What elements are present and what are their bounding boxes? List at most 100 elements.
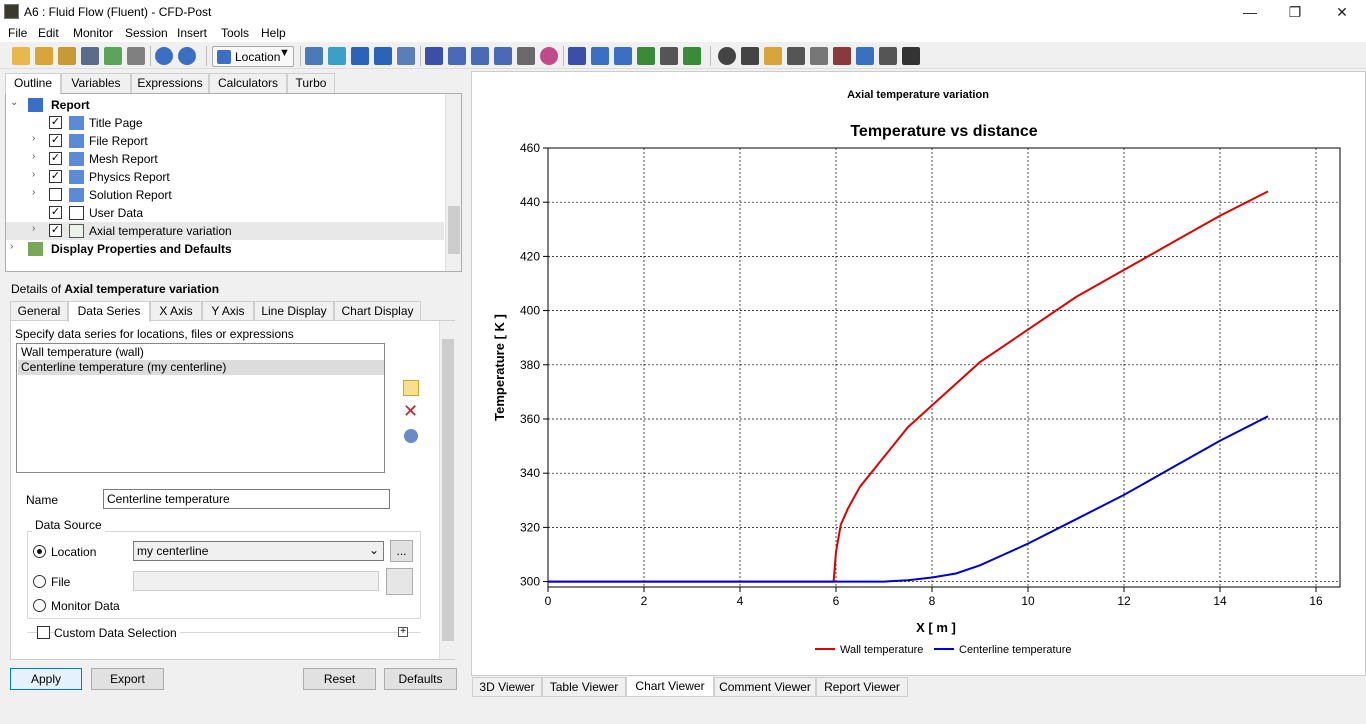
tree-row-user-data[interactable]: ✓ User Data <box>6 204 444 222</box>
tab-x-axis[interactable]: X Axis <box>150 301 202 321</box>
coordinate-frame-icon[interactable] <box>448 47 466 65</box>
mesh-calculator-icon[interactable] <box>856 47 874 65</box>
checkbox[interactable]: ✓ <box>49 206 62 219</box>
text-icon[interactable] <box>425 47 443 65</box>
location-browse-button[interactable]: ... <box>390 540 413 562</box>
delete-series-icon[interactable]: ✕ <box>403 401 419 421</box>
tree-row-mesh-report[interactable]: › ✓ Mesh Report <box>6 150 444 168</box>
tab-turbo[interactable]: Turbo <box>287 73 335 93</box>
macro-calculator-icon[interactable] <box>833 47 851 65</box>
tree-row-display-properties[interactable]: › Display Properties and Defaults <box>6 240 444 258</box>
tab-general[interactable]: General <box>10 301 68 321</box>
tab-3d-viewer[interactable]: 3D Viewer <box>472 677 542 697</box>
name-input[interactable]: Centerline temperature <box>103 489 390 509</box>
checkbox[interactable]: ✓ <box>49 224 62 237</box>
tree-row-title-page[interactable]: ✓ Title Page <box>6 114 444 132</box>
color-map-icon[interactable] <box>540 47 558 65</box>
undo-icon[interactable] <box>155 47 173 65</box>
outline-scrollbar[interactable] <box>445 94 461 271</box>
save-picture-icon[interactable] <box>81 47 99 65</box>
chevron-down-icon[interactable]: ⌄ <box>10 97 19 108</box>
vector-icon[interactable] <box>305 47 323 65</box>
checkbox[interactable]: ✓ <box>49 170 62 183</box>
details-scrollbar[interactable] <box>439 321 455 659</box>
camera-icon[interactable] <box>127 47 145 65</box>
maximize-button[interactable]: ❐ <box>1288 4 1302 20</box>
redo-icon[interactable] <box>178 47 196 65</box>
variable-icon[interactable] <box>568 47 586 65</box>
location-dropdown[interactable]: Location ▼ <box>212 46 294 67</box>
reset-button[interactable]: Reset <box>303 668 376 690</box>
particle-track-icon[interactable] <box>374 47 392 65</box>
chevron-right-icon[interactable]: › <box>10 241 14 252</box>
tab-expressions[interactable]: Expressions <box>131 73 209 93</box>
tab-variables[interactable]: Variables <box>61 73 131 93</box>
animation-icon[interactable] <box>741 47 759 65</box>
open-icon[interactable] <box>12 47 30 65</box>
checkbox[interactable]: ✓ <box>49 152 62 165</box>
move-series-icon[interactable] <box>404 429 418 443</box>
menu-monitor[interactable]: Monitor <box>73 26 114 40</box>
menu-help[interactable]: Help <box>261 26 286 40</box>
probe-icon[interactable] <box>787 47 805 65</box>
file-radio[interactable] <box>33 575 46 588</box>
file-input[interactable] <box>133 571 379 591</box>
timestep-icon[interactable] <box>718 47 736 65</box>
menu-edit[interactable]: Edit <box>38 26 59 40</box>
open-folder-icon[interactable] <box>386 568 413 595</box>
list-item[interactable]: Wall temperature (wall) <box>21 345 144 359</box>
tree-row-solution-report[interactable]: › Solution Report <box>6 186 444 204</box>
tab-chart-display[interactable]: Chart Display <box>334 301 421 321</box>
tab-table-viewer[interactable]: Table Viewer <box>542 677 626 697</box>
checkbox[interactable] <box>49 188 62 201</box>
tab-report-viewer[interactable]: Report Viewer <box>816 677 908 697</box>
case-comparison-icon[interactable] <box>879 47 897 65</box>
instance-transform-icon[interactable] <box>494 47 512 65</box>
chart-icon[interactable] <box>637 47 655 65</box>
tab-calculators[interactable]: Calculators <box>209 73 287 93</box>
refresh-icon[interactable] <box>104 47 122 65</box>
tab-comment-viewer[interactable]: Comment Viewer <box>714 677 816 697</box>
tab-line-display[interactable]: Line Display <box>254 301 334 321</box>
clip-plane-icon[interactable] <box>517 47 535 65</box>
streamline-icon[interactable] <box>351 47 369 65</box>
list-item[interactable]: Centerline temperature (my centerline) <box>18 360 384 375</box>
tab-data-series[interactable]: Data Series <box>68 301 150 322</box>
tree-row-report[interactable]: ⌄ Report <box>6 96 444 114</box>
tree-row-file-report[interactable]: › ✓ File Report <box>6 132 444 150</box>
tree-row-axial-temperature[interactable]: › ✓ Axial temperature variation <box>6 222 444 240</box>
figure-icon[interactable] <box>683 47 701 65</box>
comment-icon[interactable] <box>660 47 678 65</box>
tab-outline[interactable]: Outline <box>5 73 61 94</box>
expand-icon[interactable]: + <box>398 627 408 637</box>
expression-icon[interactable] <box>591 47 609 65</box>
new-series-icon[interactable] <box>403 380 419 396</box>
command-editor-icon[interactable] <box>902 47 920 65</box>
load-state-icon[interactable] <box>35 47 53 65</box>
legend-icon[interactable] <box>471 47 489 65</box>
monitor-data-radio[interactable] <box>33 599 46 612</box>
tree-row-physics-report[interactable]: › ✓ Physics Report <box>6 168 444 186</box>
menu-insert[interactable]: Insert <box>177 26 208 40</box>
tab-chart-viewer[interactable]: Chart Viewer <box>626 677 714 697</box>
apply-button[interactable]: Apply <box>10 668 82 690</box>
custom-data-checkbox[interactable] <box>37 626 50 639</box>
defaults-button[interactable]: Defaults <box>384 668 457 690</box>
chevron-right-icon[interactable]: › <box>32 223 36 234</box>
menu-session[interactable]: Session <box>125 26 168 40</box>
quick-editor-icon[interactable] <box>764 47 782 65</box>
export-button[interactable]: Export <box>91 668 164 690</box>
close-button[interactable]: ✕ <box>1336 4 1348 20</box>
tab-y-axis[interactable]: Y Axis <box>202 301 254 321</box>
checkbox[interactable]: ✓ <box>49 134 62 147</box>
table-icon[interactable] <box>614 47 632 65</box>
menu-tools[interactable]: Tools <box>221 26 250 40</box>
minimize-button[interactable]: — <box>1243 4 1257 20</box>
checkbox[interactable]: ✓ <box>49 116 62 129</box>
chevron-right-icon[interactable]: › <box>32 151 36 162</box>
scrollbar-thumb[interactable] <box>442 339 454 641</box>
scrollbar-thumb[interactable] <box>448 206 460 254</box>
chevron-right-icon[interactable]: › <box>32 133 36 144</box>
menu-file[interactable]: File <box>8 26 28 40</box>
function-calculator-icon[interactable] <box>810 47 828 65</box>
